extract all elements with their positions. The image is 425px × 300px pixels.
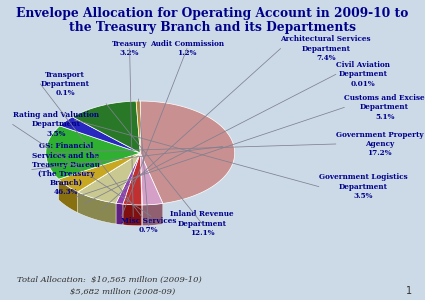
Polygon shape [140,153,163,205]
Polygon shape [140,101,235,203]
Polygon shape [123,204,142,226]
Text: Civil Aviation
Department
0.01%: Civil Aviation Department 0.01% [336,61,390,88]
Text: $5,682 million (2008-09): $5,682 million (2008-09) [70,287,176,296]
Polygon shape [140,153,142,205]
Polygon shape [136,101,140,153]
Polygon shape [46,126,140,179]
Text: the Treasury Branch and its Departments: the Treasury Branch and its Departments [69,21,356,34]
Polygon shape [116,153,140,204]
Text: Audit Commission
1.2%: Audit Commission 1.2% [150,40,224,57]
Polygon shape [142,203,163,226]
Text: Government Logistics
Department
3.5%: Government Logistics Department 3.5% [319,173,408,200]
Polygon shape [59,179,78,213]
Polygon shape [72,101,140,153]
Text: Customs and Excise
Department
5.1%: Customs and Excise Department 5.1% [344,94,425,121]
Text: Misc Services
0.7%: Misc Services 0.7% [121,217,176,234]
Polygon shape [78,153,140,203]
Polygon shape [78,192,116,224]
Text: 1: 1 [406,286,412,296]
Text: Treasury
3.2%: Treasury 3.2% [112,40,147,57]
Text: Inland Revenue
Department
12.1%: Inland Revenue Department 12.1% [170,210,234,237]
Text: Transport
Department
0.1%: Transport Department 0.1% [40,71,89,97]
Polygon shape [59,153,140,192]
Polygon shape [123,153,142,205]
Text: Government Property
Agency
17.2%: Government Property Agency 17.2% [336,131,423,157]
Polygon shape [60,117,140,153]
Text: Envelope Allocation for Operating Account in 2009-10 to: Envelope Allocation for Operating Accoun… [16,8,409,20]
Polygon shape [78,153,140,192]
Text: Rating and Valuation
Department
3.5%: Rating and Valuation Department 3.5% [13,111,99,138]
Text: Total Allocation:  $10,565 million (2009-10): Total Allocation: $10,565 million (2009-… [17,276,202,284]
Polygon shape [116,203,123,225]
Text: Architectural Services
Department
7.4%: Architectural Services Department 7.4% [280,35,371,62]
Text: GS: Financial
Services and the
Treasury Bureau
(The Treasury
Branch)
46.3%: GS: Financial Services and the Treasury … [32,142,100,196]
